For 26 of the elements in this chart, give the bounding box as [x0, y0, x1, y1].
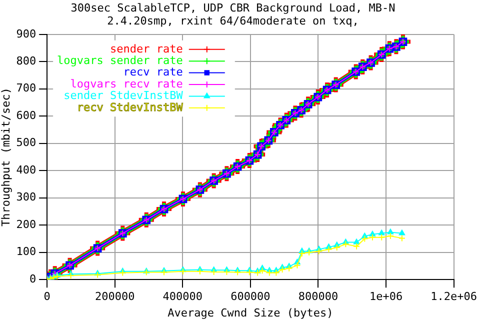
- legend-label: sender StdevInstBW: [64, 89, 184, 102]
- x-tick-label: 0: [44, 290, 50, 304]
- legend-label: recv rate: [123, 66, 183, 79]
- y-tick-label: 0: [29, 272, 36, 286]
- y-tick-label: 900: [16, 27, 36, 40]
- chart-title: 300sec ScalableTCP, UDP CBR Background Load, MB-N 2.4.20smp, rxint 64/64moderate on txq,: [70, 1, 396, 28]
- y-tick-label: 400: [16, 163, 36, 176]
- x-tick-label: 1.2e+06: [430, 290, 477, 304]
- legend-label: recv StdevInstBW: [76, 100, 184, 114]
- y-tick-label: 200: [16, 218, 36, 231]
- y-tick-label: 600: [16, 108, 36, 122]
- y-tick-label: 700: [16, 82, 36, 95]
- x-axis-title: Average Cwnd Size (bytes): [168, 306, 334, 320]
- y-tick-label: 800: [16, 54, 36, 68]
- legend-label: sender rate: [110, 42, 183, 56]
- legend-label: logvars sender rate: [57, 54, 183, 67]
- x-tick-label: 1e+06: [369, 290, 403, 304]
- x-tick-label: 800000: [298, 290, 338, 304]
- y-tick-label: 500: [16, 136, 36, 150]
- y-tick-label: 300: [16, 190, 36, 204]
- x-tick-label: 600000: [230, 290, 270, 304]
- x-tick-label: 400000: [162, 290, 203, 304]
- legend-label: logvars recv rate: [70, 77, 183, 90]
- y-axis-title: Throughput (mbit/sec): [0, 87, 12, 227]
- x-tick-label: 200000: [94, 290, 135, 304]
- y-tick-label: 100: [16, 245, 36, 258]
